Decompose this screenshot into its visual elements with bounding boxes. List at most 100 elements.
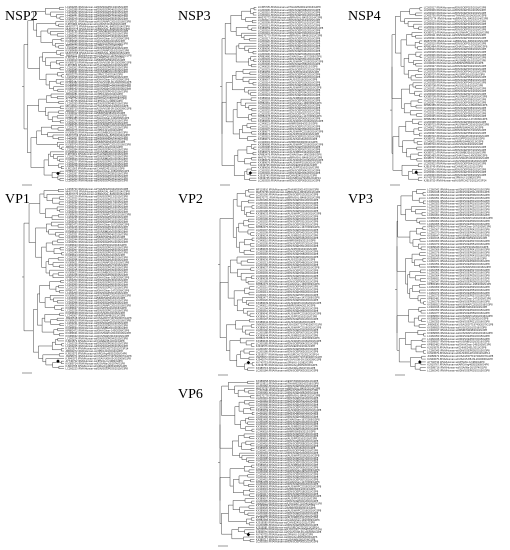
tree-leaf-label: AY740733 /RVA/Human-wt/JPN/AU-1/1982/G3P… [256, 360, 314, 364]
tree-leaf-label: LC260350 /RVA/Human-wt/IDN/SOEP010/2015/… [427, 334, 490, 338]
tree-leaf-label: LC260333 /RVA/Human-wt/IDN/SOEP051/2016/… [258, 57, 321, 61]
tree-leaf-label: KX389647 /RVA/Human-wt/AUS/MBI2016/2016/… [427, 233, 490, 237]
tree-leaf-label: LC260292 /RVA/Human-wt/IDN/SOEP051/2016/… [66, 121, 129, 125]
tree-leaf-label: LC260321 /RVA/Human-wt/IDN/SOEP034/2016/… [424, 36, 487, 40]
tree-leaf-label: LC260322 /RVA/Human-wt/IDN/SOEP036/2016/… [424, 47, 487, 51]
tree-leaf-label: LC340012 /RVA/Human-wt/MMR/SW48/2013/G3P… [66, 111, 126, 115]
tree-leaf-label: LC260262 /RVA/Human-wt/IDN/SOEP008/2015/… [66, 65, 129, 69]
tree-leaf-label: LC260188 /RVA/Human-wt/IDN/SOEP007/2015/… [256, 331, 319, 335]
tree-leaf-label: MH570770 /RVA/Human-wt/BRA/SAL-B466/2015… [66, 192, 131, 196]
tree-leaf-label: AY740738 /RVA/Human-wt/JPN/AU-1/1982/G3P… [424, 176, 482, 180]
tree-leaf-label: KJ919745 /RVA/Human-wt/AUS/RCH272/2012/G… [258, 176, 321, 180]
tree-leaf-label: KX389662 /RVA/Human-wt/AUS/S2016/2016/G3… [256, 446, 316, 450]
tree-leaf-label: KP882479 /RVA/Human-wt/GHA/Ghan-149/2009… [258, 153, 322, 157]
tree-leaf-label: KX389645 /RVA/Human-wt/AUS/WAPC2016/2016… [256, 339, 322, 343]
tree-leaf-label: LC260398 /RVA/Human-wt/IDN/SOEP027/2016/… [256, 456, 319, 460]
query-strain-diamond-icon [56, 171, 60, 176]
tree-leaf-label: KX389676 /RVA/Human-wt/AUS/WAP2016/2016/… [258, 160, 322, 164]
tree-leaf-label: LC260313 /RVA/Human-wt/IDN/SOEP019/2016/… [424, 22, 487, 26]
tree-leaf-label: LC260331 /RVA/Human-wt/IDN/SOEP048/2016/… [258, 83, 321, 87]
tree-leaf-label: LC260352 /RVA/Human-wt/IDN/SOEP018/2015/… [427, 308, 490, 312]
tree-leaf-label: LC260279 /RVA/Human-wt/IDN/SOEP036/2016/… [66, 17, 129, 21]
tree-leaf-label: LC260231 /RVA/Human-wt/IDN/SOEP010/2015/… [66, 321, 129, 325]
tree-leaf-label: LC260230 /RVA/Human-wt/IDN/SOEP014/2015/… [66, 205, 129, 209]
tree-leaf-label: KJ919577 /RVA/Human-wt/AUS/RCH272/2012/G… [256, 352, 319, 356]
tree-leaf-label: KX389693 /RVA/Human-wt/AUS/WAPC2016/2016… [258, 119, 324, 123]
tree-leaf-label: LC260417 /RVA/Human-wt/IDN/SOEP059/2016/… [256, 492, 319, 496]
tree-leaf-label: KX389643 /RVA/Human-wt/AUS/WAPC2016/2016… [256, 325, 322, 329]
tree-leaf-label: KX389702 /RVA/Human-wt/AUS/WAPC2016/2016… [66, 87, 132, 91]
tree-leaf-label: LC260311 /RVA/Human-wt/IDN/SOEP014/2015/… [258, 18, 321, 22]
tree-leaf-label: KX389694 /RVA/Human-wt/AUS/MBI2016/2016/… [258, 96, 321, 100]
tree-leaf-label: AY740735 /RVA/Human-wt/JPN/AU-1/1982/G3P… [66, 99, 124, 103]
tree-leaf-label: LC260316 /RVA/Human-wt/IDN/SOEP022/2016/… [424, 11, 487, 15]
tree-leaf-label: KP882486 /RVA/Human-wt/GHA/Ghan-149/2009… [256, 518, 320, 522]
tree-leaf-label: LC260203 /RVA/Human-wt/IDN/SOEP034/2016/… [256, 271, 319, 275]
tree-leaf-label: KX389635 /RVA/Human-wt/AUS/PP2016/2016/G… [256, 247, 318, 251]
tree-leaf-label: LC260240 /RVA/Human-wt/IDN/SOEP030/2016/… [66, 210, 129, 214]
tree-leaf-label: LC260364 /RVA/Human-wt/IDN/SOEP039/2016/… [427, 274, 490, 278]
tree-leaf-label: LC260318 /RVA/Human-wt/IDN/SOEP027/2016/… [424, 92, 487, 96]
tree-leaf-label: JN258372 /RVA/Human-wt/USA/2007719740/20… [256, 355, 322, 359]
tree-leaf-label: LC260384 /RVA/Human-wt/IDN/SOEP006/2015/… [256, 391, 319, 395]
query-strain-diamond-icon [418, 360, 422, 364]
tree-leaf-label: LC260397 /RVA/Human-wt/IDN/SOEP023/2016/… [256, 410, 319, 414]
tree-leaf-label: LC260241 /RVA/Human-wt/IDN/SOEP031/2016/… [66, 217, 129, 221]
tree-leaf-label: KX389708 /RVA/Human-wt/AUS/S2016/2016/G3… [424, 84, 484, 88]
tree-leaf-label: LC260372 /RVA/Human-wt/IDN/SOEP050/2016/… [427, 291, 490, 295]
tree-leaf-label: KJ919580 /RVA/Human-wt/CHN/E2451/2011/G3… [256, 521, 316, 525]
tree-leaf-label: LC260381 /RVA/Human-wt/IDN/SOEP001/2015/… [256, 398, 319, 402]
tree-leaf-label: LC260258 /RVA/Human-wt/IDN/SOEP059/2016/… [66, 301, 129, 305]
tree-leaf-label: LC260310 /RVA/Human-wt/IDN/SOEP013/2015/… [424, 42, 487, 46]
tree-leaf-label: MF119911 /RVA/Human-wt/THA/MS20014/2016/… [256, 381, 319, 385]
tree-leaf-label: LC260302 /RVA/Human-wt/IDN/SOEP004/2015/… [258, 168, 321, 172]
tree-leaf-label: LC340007 /RVA/Human-wt/MMR/SW48/2013/G3P… [66, 314, 126, 318]
tree-leaf-label: KP882483 /RVA/Human-wt/GHA/Ghan-167/2009… [256, 417, 320, 421]
tree-leaf-label: LC260224 /RVA/Human-wt/IDN/SOEP004/2015/… [66, 336, 129, 340]
tree-leaf-label: KP882484 /RVA/Human-wt/GHA/Ghan-167/2009… [424, 44, 488, 48]
tree-leaf-label: LC260353 /RVA/Human-wt/IDN/SOEP019/2016/… [427, 202, 490, 206]
tree-leaf-label: KX389719 /RVA/Human-wt/USA/VU08-09-20/20… [66, 106, 132, 110]
tree-leaf-label: LC260225 /RVA/Human-wt/IDN/SOEP005/2015/… [66, 344, 129, 348]
tree-leaf-label: LC260238 /RVA/Human-wt/IDN/SOEP023/2016/… [66, 215, 129, 219]
tree-leaf-label: KX389620 /RVA/Human-wt/AUS/MBI2016/2016/… [66, 230, 129, 234]
tree-leaf-label: KP882478 /RVA/Human-wt/GHA/Ghan-149/2009… [256, 336, 320, 340]
tree-leaf-label: KX389630 /RVA/Human-wt/AUS/MBI2016/2016/… [66, 326, 129, 330]
tree-leaf-label: LC260299 /RVA/Human-wt/IDN/SOEP060/2016/… [66, 41, 129, 45]
tree-leaf-label: LC260334 /RVA/Human-wt/IDN/SOEP053/2016/… [424, 109, 487, 113]
tree-leaf-label: LC260307 /RVA/Human-wt/IDN/SOEP009/2015/… [258, 98, 321, 102]
tree-leaf-label: KX389625 /RVA/Human-wt/AUS/MBI2016/2016/… [66, 130, 129, 134]
tree-leaf-label: LC260370 /RVA/Human-wt/IDN/SOEP046/2016/… [427, 230, 490, 234]
tree-leaf-label: LC260185 /RVA/Human-wt/IDN/SOEP004/2015/… [256, 341, 319, 345]
tree-leaf-label: LC260184 /RVA/Human-wt/IDN/SOEP003/2015/… [256, 369, 319, 373]
tree-leaf-label: LC260366 /RVA/Human-wt/IDN/SOEP041/2016/… [427, 248, 490, 252]
tree-leaf-label: LC260337 /RVA/Human-wt/IDN/SOEP059/2016/… [258, 127, 321, 131]
tree-leaf-label: KX389718 /RVA/Human-wt/AUS/WAP2016/2016/… [424, 159, 488, 163]
tree-leaf-label: LC340017 /RVA/Human-wt/MMR/SW48/2013/G3P… [427, 328, 487, 332]
panel-title-nsp2: NSP2 [5, 9, 38, 24]
tree-leaf-label: LC260237 /RVA/Human-wt/IDN/SOEP022/2016/… [66, 207, 129, 211]
tree-leaf-label: KX389634 /RVA/Human-wt/AUS/MBI2016/2016/… [256, 233, 319, 237]
tree-leaf-label: LC260233 /RVA/Human-wt/IDN/SOEP018/2015/… [66, 298, 129, 302]
tree-leaf-label: KX389659 /RVA/Human-wt/AUS/WAPC2016/2016… [258, 26, 324, 30]
tree-leaf-label: KX389648 /RVA/Human-wt/AUS/PP2016/2016/G… [427, 245, 489, 249]
tree-leaf-label: AY740734 /RVA/Human-wt/JPN/AU-1/1982/G3P… [427, 360, 485, 364]
tree-leaf-label: LC260290 /RVA/Human-wt/IDN/SOEP048/2016/… [66, 102, 129, 106]
tree-leaf-label: JN258374 /RVA/Human-wt/USA/2007719740/20… [256, 528, 322, 532]
tree-leaf-label: LC260253 /RVA/Human-wt/IDN/SOEP050/2016/… [66, 283, 129, 287]
tree-leaf-label: LC260312 /RVA/Human-wt/IDN/SOEP017/2015/… [424, 128, 487, 132]
tree-leaf-label: LC260356 /RVA/Human-wt/IDN/SOEP022/2016/… [427, 205, 490, 209]
tree-leaf-label: KX389713 /RVA/Human-wt/AUS/WAPC2016/2016… [424, 30, 490, 34]
tree-leaf-label: KX389646 /RVA/Human-wt/AUS/WAPC2016/2016… [427, 216, 493, 220]
tree-leaf-label: LC260382 /RVA/Human-wt/IDN/SOEP004/2015/… [256, 384, 319, 388]
tree-leaf-label: LC260403 /RVA/Human-wt/IDN/SOEP037/2016/… [256, 432, 319, 436]
tree-leaf-label: LC260190 /RVA/Human-wt/IDN/SOEP013/2015/… [256, 193, 319, 197]
tree-leaf-label: LC340016 /RVA/Human-wt/MMR/SW64/2013/G3P… [427, 305, 487, 309]
tree-leaf-label: LC260301 /RVA/Human-wt/IDN/SOEP001/2015/… [258, 13, 321, 17]
tree-leaf-label: LC260323 /RVA/Human-wt/IDN/SOEP037/2016/… [424, 67, 487, 71]
tree-leaf-label: LC260209 /RVA/Human-wt/IDN/SOEP042/2016/… [256, 231, 319, 235]
tree-leaf-label: LC260245 /RVA/Human-wt/IDN/SOEP039/2016/… [66, 268, 129, 272]
tree-leaf-label: LC260228 /RVA/Human-wt/IDN/SOEP009/2015/… [66, 273, 129, 277]
tree-leaf-label: LC340011 /RVA/Human-wt/MMR/SW64/2013/G3P… [256, 304, 316, 308]
